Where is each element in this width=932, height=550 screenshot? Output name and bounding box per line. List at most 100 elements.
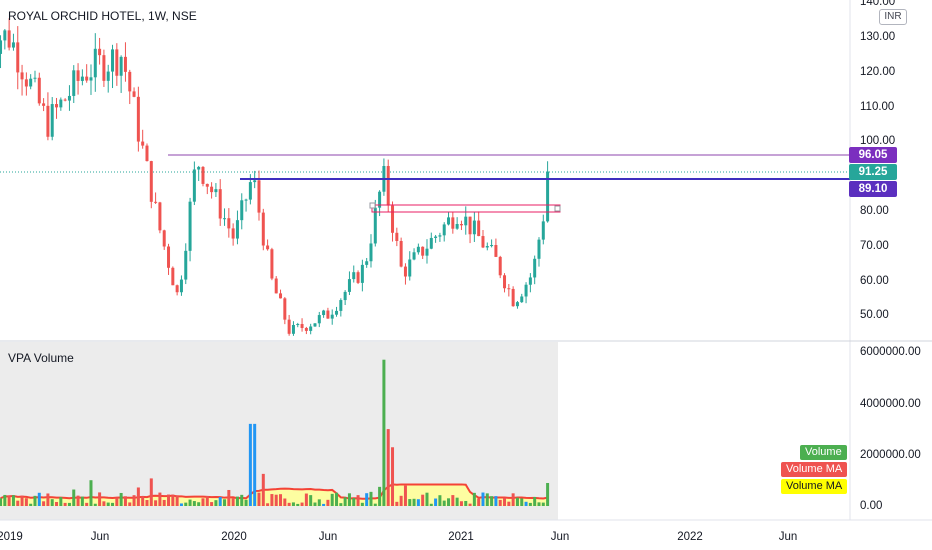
volume-tick: 4000000.00 bbox=[860, 398, 921, 410]
candle-body bbox=[546, 171, 550, 222]
candle-body bbox=[214, 189, 218, 193]
volume-bar bbox=[511, 493, 515, 506]
volume-bar bbox=[533, 497, 537, 506]
volume-bar bbox=[3, 494, 7, 506]
candle-body bbox=[240, 200, 244, 221]
volume-bar bbox=[145, 500, 149, 506]
candle-body bbox=[347, 279, 351, 292]
volume-bar bbox=[115, 497, 119, 506]
volume-bar bbox=[149, 478, 153, 506]
volume-bar bbox=[85, 502, 89, 506]
candle-body bbox=[98, 48, 102, 56]
volume-bar bbox=[154, 500, 158, 506]
candle-body bbox=[261, 212, 265, 246]
candle-body bbox=[279, 293, 283, 299]
volume-bar bbox=[50, 499, 54, 506]
volume-bar bbox=[179, 503, 183, 506]
volume-bar bbox=[80, 496, 84, 506]
candle-body bbox=[93, 48, 97, 78]
candle-body bbox=[29, 78, 33, 87]
volume-bar bbox=[7, 495, 11, 506]
candle-body bbox=[123, 56, 127, 72]
candle-body bbox=[296, 324, 300, 326]
legend-volume: Volume bbox=[800, 445, 847, 460]
volume-bars bbox=[0, 359, 550, 506]
volume-bar bbox=[369, 491, 373, 506]
candle-body bbox=[59, 99, 63, 108]
volume-bar bbox=[541, 502, 545, 506]
volume-bar bbox=[408, 499, 412, 506]
volume-bar bbox=[63, 502, 67, 506]
candle-body bbox=[227, 218, 231, 229]
candle-body bbox=[171, 267, 175, 286]
breakout-box-handle-left[interactable] bbox=[369, 202, 376, 209]
volume-bar bbox=[503, 497, 507, 506]
volume-bar bbox=[223, 499, 227, 506]
volume-bar bbox=[214, 500, 218, 506]
volume-bar bbox=[24, 498, 28, 506]
candle-body bbox=[309, 326, 313, 331]
candle-body bbox=[76, 70, 80, 81]
volume-bar bbox=[425, 492, 429, 506]
candle-body bbox=[533, 258, 537, 278]
volume-bar bbox=[46, 493, 50, 506]
candle-body bbox=[248, 182, 252, 200]
candle-body bbox=[11, 42, 15, 48]
candle-body bbox=[175, 285, 179, 293]
candle-body bbox=[369, 243, 373, 262]
candle-body bbox=[335, 310, 339, 315]
volume-bar bbox=[434, 498, 438, 506]
volume-bar bbox=[167, 494, 171, 506]
volume-bar bbox=[235, 496, 239, 506]
volume-bar bbox=[520, 498, 524, 506]
volume-bar bbox=[55, 501, 59, 506]
volume-pane-title: VPA Volume bbox=[8, 351, 74, 365]
volume-tick: 2000000.00 bbox=[860, 449, 921, 461]
candle-body bbox=[24, 79, 28, 87]
volume-bar bbox=[339, 503, 343, 506]
volume-bar bbox=[244, 499, 248, 506]
breakout-box-handle-right[interactable] bbox=[554, 205, 561, 212]
volume-bar bbox=[356, 495, 360, 506]
candle-body bbox=[429, 237, 433, 249]
volume-bar bbox=[412, 498, 416, 506]
volume-bar bbox=[360, 502, 364, 506]
candle-body bbox=[537, 239, 541, 259]
volume-bar bbox=[382, 359, 386, 506]
candle-body bbox=[498, 256, 502, 276]
price-tag-89: 89.10 bbox=[849, 181, 897, 197]
candle-body bbox=[434, 236, 438, 238]
price-tag-96: 96.05 bbox=[849, 147, 897, 163]
price-tick: 100.00 bbox=[860, 135, 896, 147]
volume-bar bbox=[343, 497, 347, 506]
volume-bar bbox=[507, 501, 511, 506]
volume-bar bbox=[395, 501, 399, 506]
candle-body bbox=[373, 207, 377, 244]
volume-bar bbox=[231, 498, 235, 506]
volume-bar bbox=[240, 494, 244, 506]
candle-body bbox=[149, 161, 153, 202]
volume-bar bbox=[335, 492, 339, 506]
candle-body bbox=[451, 217, 455, 229]
candle-body bbox=[330, 314, 334, 319]
candle-body bbox=[136, 96, 140, 142]
volume-bar bbox=[322, 503, 326, 506]
volume-bar bbox=[227, 489, 231, 506]
volume-bar bbox=[197, 502, 201, 506]
currency-badge[interactable]: INR bbox=[879, 9, 907, 25]
candle-body bbox=[218, 189, 222, 219]
candle-body bbox=[447, 217, 451, 225]
time-tick: 2021 bbox=[448, 531, 474, 543]
candle-body bbox=[365, 261, 369, 265]
candle-body bbox=[270, 249, 274, 279]
volume-bar bbox=[270, 494, 274, 506]
volume-bar bbox=[89, 480, 93, 506]
price-tick: 140.00 bbox=[860, 0, 896, 8]
candle-body bbox=[541, 221, 545, 240]
volume-bar bbox=[188, 499, 192, 506]
candle-body bbox=[403, 266, 407, 277]
candle-body bbox=[507, 288, 511, 290]
time-tick: Jun bbox=[550, 531, 570, 543]
time-tick: Jun bbox=[90, 531, 110, 543]
